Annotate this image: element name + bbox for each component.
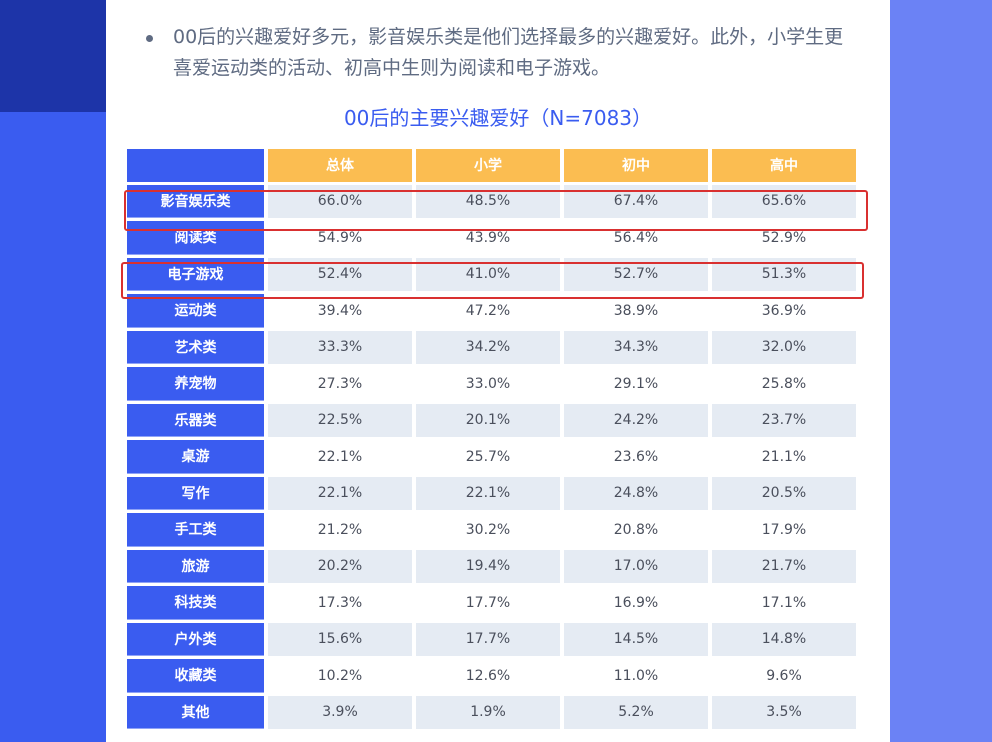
table-cell: 14.8% (712, 622, 856, 656)
table-cell: 25.7% (416, 440, 560, 474)
row-header: 艺术类 (127, 330, 264, 364)
table-cell: 23.7% (712, 403, 856, 437)
table-cell: 32.0% (712, 330, 856, 364)
table-cell: 22.1% (268, 440, 412, 474)
row-header: 养宠物 (127, 367, 264, 401)
table-row: 旅游 20.2% 19.4% 17.0% 21.7% (127, 549, 856, 583)
table-row: 艺术类 33.3% 34.2% 34.3% 32.0% (127, 330, 856, 364)
table-cell: 39.4% (268, 294, 412, 328)
table-cell: 25.8% (712, 367, 856, 401)
table-row: 写作 22.1% 22.1% 24.8% 20.5% (127, 476, 856, 510)
table-cell: 21.1% (712, 440, 856, 474)
table-cell: 3.9% (268, 695, 412, 729)
table-cell: 17.1% (712, 586, 856, 620)
table-cell: 21.7% (712, 549, 856, 583)
table-cell: 24.8% (564, 476, 708, 510)
row-header: 旅游 (127, 549, 264, 583)
table-cell: 22.5% (268, 403, 412, 437)
table-body: 影音娱乐类 66.0% 48.5% 67.4% 65.6% 阅读类 54.9% 43.9% 56… (127, 184, 856, 729)
left-dark-blue-block (0, 0, 106, 112)
table-cell: 12.6% (416, 659, 560, 693)
table-cell: 17.9% (712, 513, 856, 547)
table-cell: 34.2% (416, 330, 560, 364)
table-cell: 20.1% (416, 403, 560, 437)
table-cell: 20.5% (712, 476, 856, 510)
table-title: 00后的主要兴趣爱好（N=7083） (343, 106, 653, 130)
table-cell: 15.6% (268, 622, 412, 656)
table-cell: 17.7% (416, 622, 560, 656)
row-header: 写作 (127, 476, 264, 510)
table-cell: 54.9% (268, 221, 412, 255)
table-cell: 36.9% (712, 294, 856, 328)
table-cell: 56.4% (564, 221, 708, 255)
table-cell: 38.9% (564, 294, 708, 328)
table-cell: 27.3% (268, 367, 412, 401)
table-cell: 17.0% (564, 549, 708, 583)
table-row: 乐器类 22.5% 20.1% 24.2% 23.7% (127, 403, 856, 437)
table-row: 养宠物 27.3% 33.0% 29.1% 25.8% (127, 367, 856, 401)
table-cell: 9.6% (712, 659, 856, 693)
table-row: 科技类 17.3% 17.7% 16.9% 17.1% (127, 586, 856, 620)
table-row: 收藏类 10.2% 12.6% 11.0% 9.6% (127, 659, 856, 693)
row-header: 户外类 (127, 622, 264, 656)
slide-content: 00后的兴趣爱好多元，影音娱乐类是他们选择最多的兴趣爱好。此外，小学生更喜爱运动… (106, 0, 890, 742)
table-cell: 10.2% (268, 659, 412, 693)
row-header: 桌游 (127, 440, 264, 474)
row-header: 手工类 (127, 513, 264, 547)
table-cell: 17.3% (268, 586, 412, 620)
table-cell: 34.3% (564, 330, 708, 364)
table-row: 桌游 22.1% 25.7% 23.6% 21.1% (127, 440, 856, 474)
bullet-dot-icon (146, 35, 153, 42)
bullet-point: 00后的兴趣爱好多元，影音娱乐类是他们选择最多的兴趣爱好。此外，小学生更喜爱运动… (146, 22, 846, 84)
table-cell: 11.0% (564, 659, 708, 693)
column-header: 高中 (712, 149, 856, 182)
table-cell: 1.9% (416, 695, 560, 729)
table-cell: 33.0% (416, 367, 560, 401)
left-blue-panel (0, 0, 106, 742)
row-header: 阅读类 (127, 221, 264, 255)
table-cell: 20.8% (564, 513, 708, 547)
right-blue-panel (890, 0, 992, 742)
column-header: 小学 (416, 149, 560, 182)
table-cell: 43.9% (416, 221, 560, 255)
column-header: 总体 (268, 149, 412, 182)
table-cell: 5.2% (564, 695, 708, 729)
highlight-box-row-video-games (121, 262, 864, 299)
table-cell: 22.1% (268, 476, 412, 510)
row-header: 科技类 (127, 586, 264, 620)
table-row: 其他 3.9% 1.9% 5.2% 3.5% (127, 695, 856, 729)
table-cell: 3.5% (712, 695, 856, 729)
table-cell: 29.1% (564, 367, 708, 401)
table-row: 运动类 39.4% 47.2% 38.9% 36.9% (127, 294, 856, 328)
table-cell: 47.2% (416, 294, 560, 328)
table-cell: 16.9% (564, 586, 708, 620)
bullet-text: 00后的兴趣爱好多元，影音娱乐类是他们选择最多的兴趣爱好。此外，小学生更喜爱运动… (173, 26, 844, 79)
row-header: 收藏类 (127, 659, 264, 693)
table-cell: 19.4% (416, 549, 560, 583)
table-cell: 21.2% (268, 513, 412, 547)
table-cell: 30.2% (416, 513, 560, 547)
highlight-box-row-entertainment (124, 190, 868, 231)
table-cell: 52.9% (712, 221, 856, 255)
table-row: 阅读类 54.9% 43.9% 56.4% 52.9% (127, 221, 856, 255)
table-header-row: 总体 小学 初中 高中 (127, 149, 856, 182)
table-cell: 24.2% (564, 403, 708, 437)
row-header: 乐器类 (127, 403, 264, 437)
row-header: 运动类 (127, 294, 264, 328)
column-header: 初中 (564, 149, 708, 182)
table-row: 手工类 21.2% 30.2% 20.8% 17.9% (127, 513, 856, 547)
table-row: 户外类 15.6% 17.7% 14.5% 14.8% (127, 622, 856, 656)
table-cell: 20.2% (268, 549, 412, 583)
table-cell: 14.5% (564, 622, 708, 656)
row-header: 其他 (127, 695, 264, 729)
table-cell: 33.3% (268, 330, 412, 364)
table-cell: 22.1% (416, 476, 560, 510)
table-corner-cell (127, 149, 264, 182)
table-cell: 17.7% (416, 586, 560, 620)
hobbies-table: 总体 小学 初中 高中 影音娱乐类 66.0% 48.5% 67.4% 65.6% 阅读类… (123, 146, 860, 732)
table-cell: 23.6% (564, 440, 708, 474)
